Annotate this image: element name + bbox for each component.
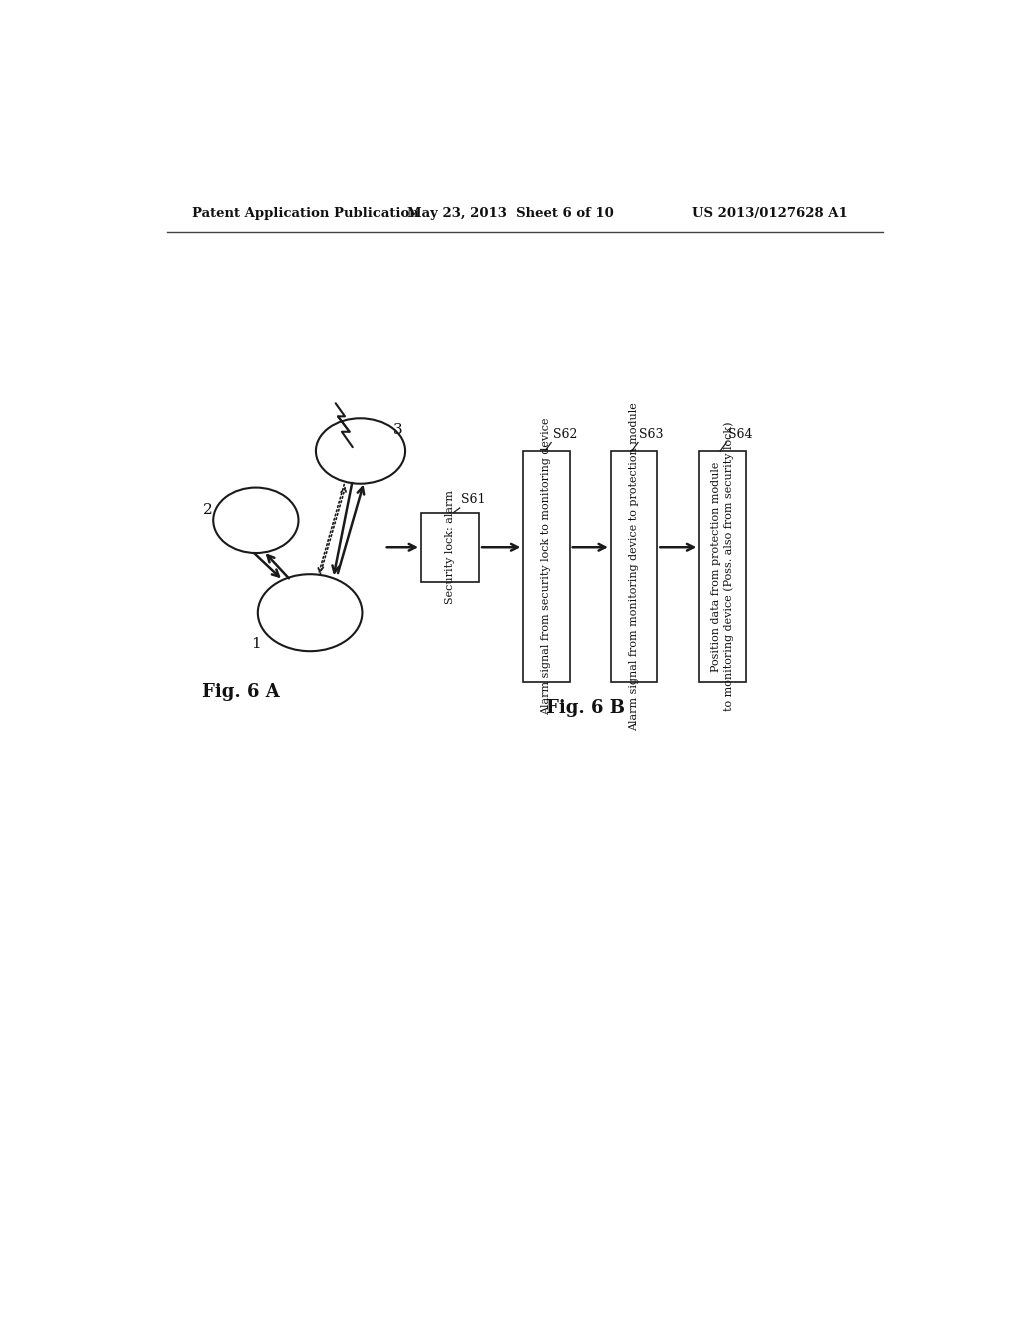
Text: Fig. 6 B: Fig. 6 B <box>546 698 625 717</box>
Text: S63: S63 <box>640 428 664 441</box>
Text: 3: 3 <box>393 422 402 437</box>
Text: S64: S64 <box>728 428 753 441</box>
Bar <box>421 512 479 582</box>
Text: Fig. 6 A: Fig. 6 A <box>202 684 280 701</box>
Bar <box>523 451 569 682</box>
Text: 1: 1 <box>251 638 261 651</box>
Text: 2: 2 <box>203 503 213 517</box>
Text: S61: S61 <box>461 494 485 507</box>
Bar <box>699 451 745 682</box>
Bar <box>611 451 657 682</box>
Text: Alarm signal from security lock to monitoring device: Alarm signal from security lock to monit… <box>542 417 552 715</box>
Text: US 2013/0127628 A1: US 2013/0127628 A1 <box>692 207 848 220</box>
Text: Position data from protection module
to monitoring device (Poss. also from secur: Position data from protection module to … <box>712 422 733 711</box>
Text: May 23, 2013  Sheet 6 of 10: May 23, 2013 Sheet 6 of 10 <box>407 207 613 220</box>
Text: Alarm signal from monitoring device to protection module: Alarm signal from monitoring device to p… <box>629 403 639 731</box>
Text: Patent Application Publication: Patent Application Publication <box>191 207 418 220</box>
Text: Security lock: alarm: Security lock: alarm <box>445 490 455 605</box>
Text: S62: S62 <box>553 428 578 441</box>
